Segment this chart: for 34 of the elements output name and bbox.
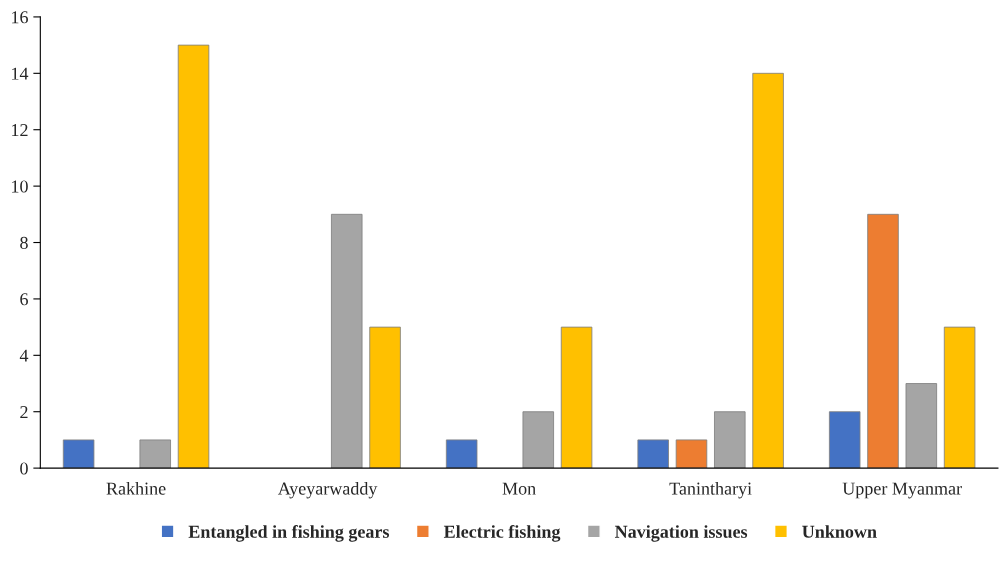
bar [560, 326, 593, 469]
y-tick-label: 2 [20, 406, 28, 418]
x-tick-label: Rakhine [106, 482, 166, 495]
bar [177, 44, 210, 469]
y-tick-label: 8 [20, 236, 28, 249]
bar [675, 439, 708, 469]
bar [331, 213, 363, 469]
x-tick-label: Tanintharyi [669, 482, 752, 499]
x-tick-label: Upper Myanmar [842, 482, 962, 499]
y-tick-label: 16 [12, 11, 28, 24]
y-tick-label: 14 [12, 67, 29, 80]
bar [828, 411, 861, 469]
x-tick-label: Mon [502, 482, 536, 495]
bar [905, 383, 938, 469]
bar [445, 439, 478, 469]
legend-label: Entangled in fishing gears [188, 524, 390, 542]
legend-label: Electric fishing [443, 524, 561, 542]
x-tick-label: Ayeyarwaddy [277, 482, 378, 499]
bar [522, 411, 555, 469]
legend-label: Unknown [802, 525, 877, 538]
y-tick-label: 12 [12, 124, 28, 136]
legend-label: Navigation issues [614, 525, 748, 542]
y-tick-label: 6 [20, 293, 28, 306]
bar [714, 411, 746, 469]
bar [752, 72, 784, 469]
bar [369, 326, 401, 469]
y-tick-label: 4 [19, 349, 29, 362]
bar [943, 326, 976, 469]
y-tick-label: 10 [12, 180, 28, 193]
y-tick-label: 0 [20, 462, 28, 475]
bar [867, 213, 899, 469]
bar [139, 439, 171, 469]
bar [637, 439, 669, 469]
bar [62, 439, 95, 469]
